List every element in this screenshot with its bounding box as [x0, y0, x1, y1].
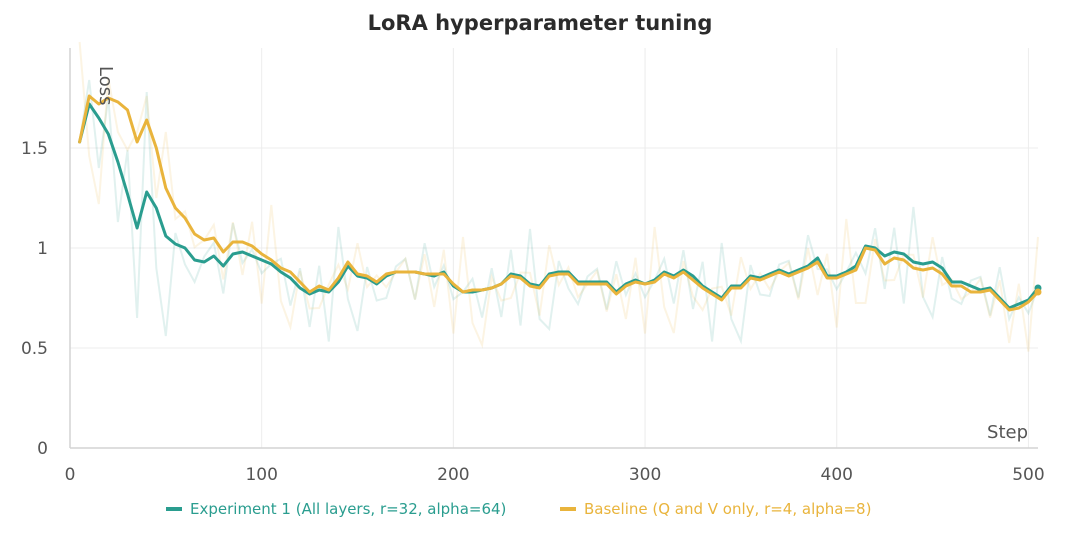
- x-tick-label: 100: [245, 465, 277, 485]
- y-tick-label: 0: [37, 439, 48, 459]
- series-end-point: [1034, 288, 1042, 296]
- chart-title: LoRA hyperparameter tuning: [368, 11, 713, 35]
- x-tick-label: 500: [1012, 465, 1044, 485]
- legend: Experiment 1 (All layers, r=32, alpha=64…: [166, 500, 871, 518]
- y-axis-label: Loss: [95, 66, 116, 105]
- series-raw-line: [78, 79, 1039, 345]
- series-line: [78, 102, 1040, 310]
- y-tick-label: 1.5: [21, 139, 48, 159]
- x-tick-label: 400: [821, 465, 853, 485]
- x-tick-label: 300: [629, 465, 661, 485]
- y-tick-label: 1: [37, 239, 48, 259]
- series-line: [78, 94, 1040, 312]
- y-tick-label: 0.5: [21, 339, 48, 359]
- x-tick-label: 200: [437, 465, 469, 485]
- x-axis-label: Step: [987, 422, 1028, 443]
- x-tick-label: 0: [65, 465, 76, 485]
- legend-label: Experiment 1 (All layers, r=32, alpha=64…: [190, 500, 506, 518]
- series-raw-line: [78, 41, 1039, 352]
- axis-layer: 0 0.5 1 1.5 0 100 200 300 400 500: [21, 48, 1045, 485]
- raw-trace-layer: [78, 41, 1039, 352]
- legend-label: Baseline (Q and V only, r=4, alpha=8): [584, 500, 871, 518]
- series-layer: [78, 94, 1042, 312]
